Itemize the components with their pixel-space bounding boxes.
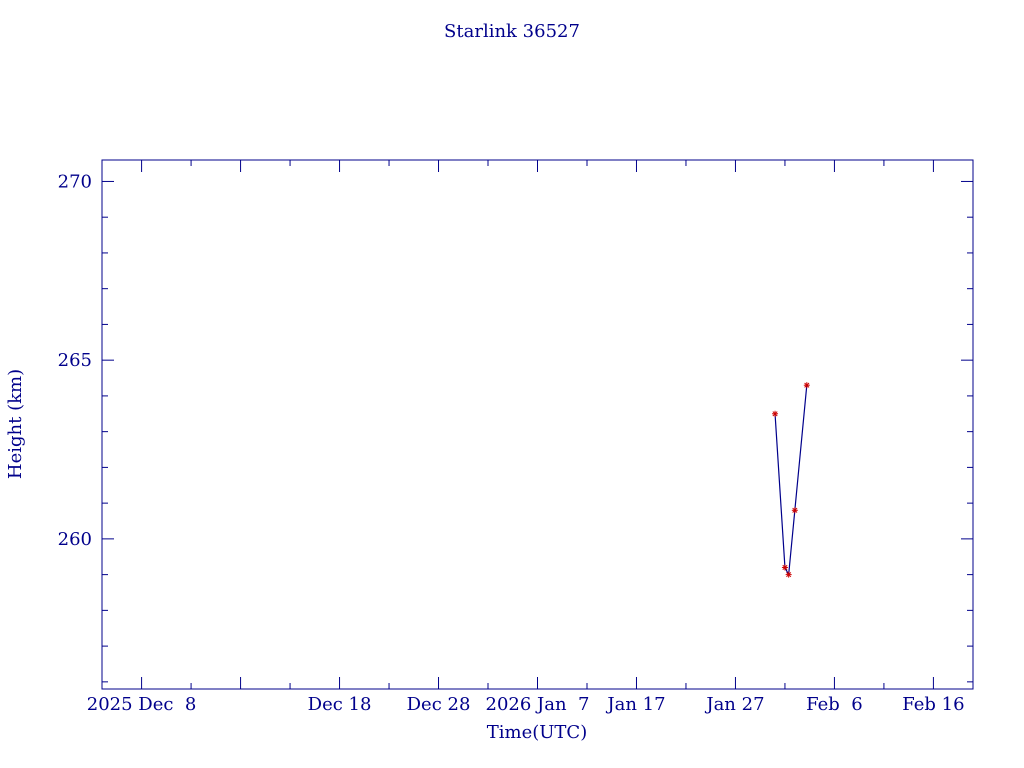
x-tick-label: 2025 Dec 8 (87, 694, 197, 715)
plot-frame (101, 159, 974, 690)
data-point-mark (772, 411, 778, 417)
x-axis: 2025 Dec 8 Dec 18 Dec 28 2026 Jan 7 Jan 17 Ja… (87, 160, 965, 715)
x-tick-label: Feb 6 (806, 694, 863, 715)
x-tick-label: 2026 Jan 7 (486, 694, 590, 715)
data-point (785, 571, 792, 578)
data-point-mark (792, 507, 798, 513)
x-tick-label: Jan 17 (605, 694, 665, 715)
series-layer (772, 382, 810, 578)
chart-title: Starlink 36527 (444, 21, 580, 42)
y-tick-label: 265 (58, 350, 92, 371)
x-tick-label: Feb 16 (902, 694, 964, 715)
data-point-mark (804, 382, 810, 388)
x-tick-label: Jan 27 (704, 694, 764, 715)
data-point-mark (786, 572, 792, 578)
y-tick-label: 260 (58, 529, 92, 550)
data-point (791, 507, 798, 514)
series-line (774, 385, 808, 577)
y-tick-label: 270 (58, 171, 92, 192)
data-point (803, 382, 810, 389)
x-axis-label: Time(UTC) (487, 722, 587, 743)
data-point-mark (782, 564, 788, 571)
x-tick-label: Dec 28 (407, 694, 471, 715)
y-axis: 260 265 270 (58, 171, 973, 683)
x-tick-label: Dec 18 (308, 694, 372, 715)
y-axis-label: Height (km) (5, 369, 26, 479)
data-point (781, 564, 788, 571)
data-point (772, 410, 779, 417)
